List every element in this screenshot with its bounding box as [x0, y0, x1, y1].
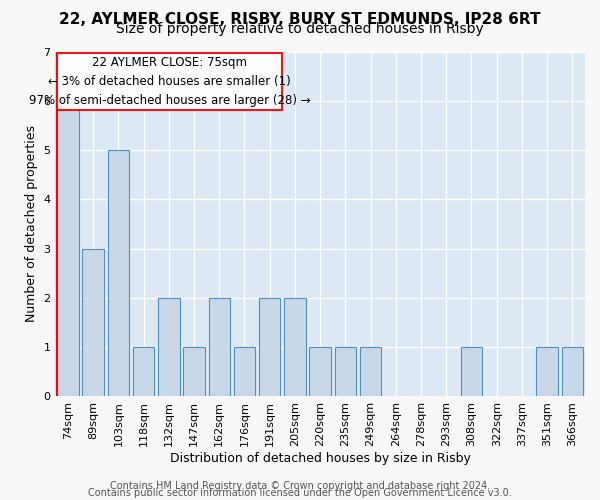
- Bar: [536, 347, 558, 397]
- Bar: [82, 248, 104, 396]
- Bar: [133, 347, 154, 397]
- Bar: [158, 298, 179, 396]
- X-axis label: Distribution of detached houses by size in Risby: Distribution of detached houses by size …: [170, 452, 470, 465]
- Bar: [57, 101, 79, 396]
- Bar: [259, 298, 280, 396]
- Bar: [360, 347, 382, 397]
- Bar: [183, 347, 205, 397]
- Bar: [310, 347, 331, 397]
- Text: 22 AYLMER CLOSE: 75sqm
← 3% of detached houses are smaller (1)
97% of semi-detac: 22 AYLMER CLOSE: 75sqm ← 3% of detached …: [29, 56, 311, 107]
- Text: Contains HM Land Registry data © Crown copyright and database right 2024.: Contains HM Land Registry data © Crown c…: [110, 481, 490, 491]
- Text: 22, AYLMER CLOSE, RISBY, BURY ST EDMUNDS, IP28 6RT: 22, AYLMER CLOSE, RISBY, BURY ST EDMUNDS…: [59, 12, 541, 26]
- Bar: [107, 150, 129, 396]
- Bar: [209, 298, 230, 396]
- Bar: [234, 347, 255, 397]
- Y-axis label: Number of detached properties: Number of detached properties: [25, 126, 38, 322]
- FancyBboxPatch shape: [58, 53, 283, 110]
- Text: Size of property relative to detached houses in Risby: Size of property relative to detached ho…: [116, 22, 484, 36]
- Text: Contains public sector information licensed under the Open Government Licence v3: Contains public sector information licen…: [88, 488, 512, 498]
- Bar: [284, 298, 305, 396]
- Bar: [335, 347, 356, 397]
- Bar: [461, 347, 482, 397]
- Bar: [562, 347, 583, 397]
